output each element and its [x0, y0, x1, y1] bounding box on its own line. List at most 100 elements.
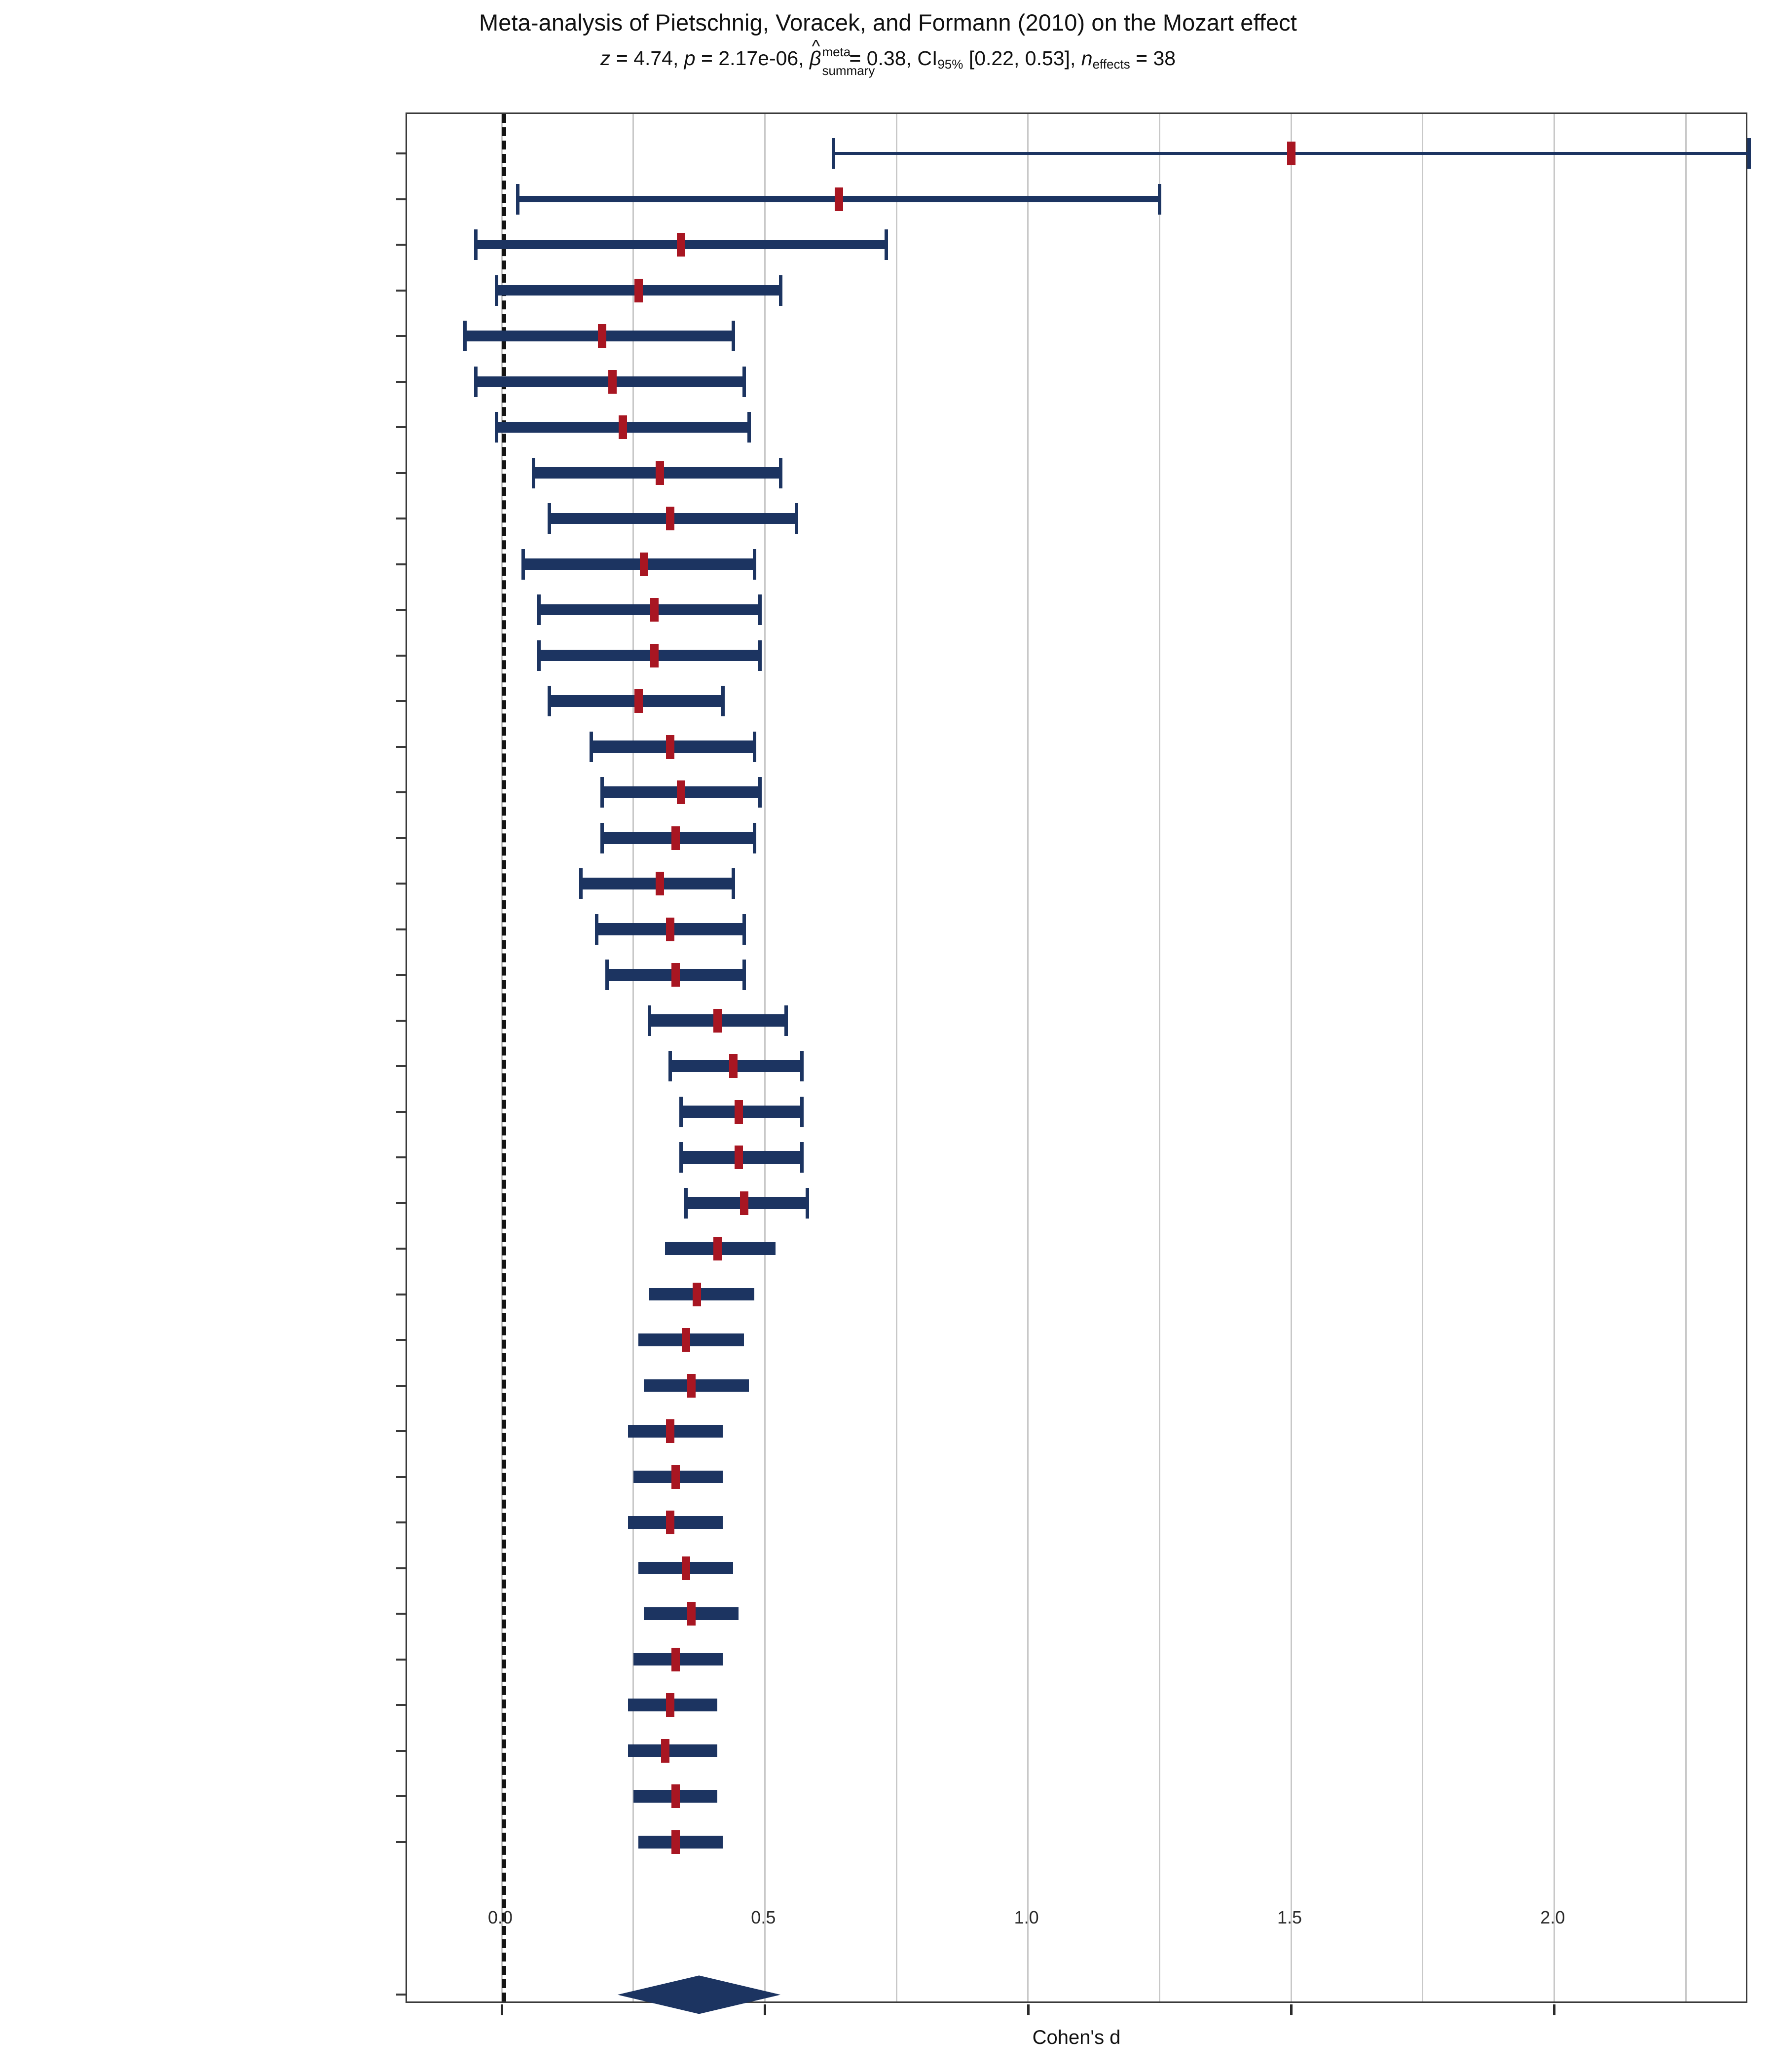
ci-value: [0.22, 0.53]: [968, 47, 1070, 70]
n-label: n: [1081, 47, 1093, 70]
effect-size-point: [692, 1282, 701, 1306]
ci-lower-cap: [516, 184, 519, 215]
y-axis-tick: [396, 1795, 407, 1797]
ci-lower-cap: [605, 960, 609, 990]
effect-size-point: [671, 826, 680, 850]
x-axis-tick: [764, 2004, 767, 2015]
effect-size-point: [666, 735, 675, 759]
confidence-interval-bar: [628, 1516, 723, 1529]
effect-size-point: [597, 324, 606, 348]
zero-reference-line: [502, 114, 506, 2001]
effect-size-point: [671, 1647, 680, 1671]
effect-size-point: [634, 689, 643, 713]
p-label: p: [684, 47, 696, 70]
ci-lower-cap: [679, 1142, 683, 1173]
confidence-interval-bar: [628, 1425, 723, 1438]
y-axis-tick: [396, 1658, 407, 1661]
y-axis-tick: [396, 1293, 407, 1295]
ci-lower-cap: [548, 503, 551, 534]
x-axis-tick-label: 0.0: [487, 1907, 513, 1927]
y-axis-tick: [396, 472, 407, 474]
ci-upper-cap: [732, 868, 736, 899]
confidence-interval-bar: [538, 604, 760, 616]
y-axis-tick: [396, 883, 407, 885]
y-axis-tick: [396, 791, 407, 793]
ci-upper-cap: [742, 366, 746, 397]
y-axis-tick: [396, 1430, 407, 1432]
y-axis-tick-summary: [396, 1994, 407, 1996]
effect-size-point: [735, 1100, 743, 1124]
ci-lower-cap: [548, 686, 551, 716]
confidence-interval-bar: [538, 650, 760, 661]
y-axis-tick: [396, 152, 407, 154]
forest-plot-panel: [396, 112, 1751, 2015]
ci-lower-cap: [521, 549, 525, 580]
y-axis-tick: [396, 335, 407, 337]
y-axis-tick: [396, 837, 407, 839]
ci-lower-cap: [679, 1096, 683, 1127]
effect-size-point: [666, 1419, 675, 1443]
grid-line: [1027, 114, 1029, 2001]
y-axis-tick: [396, 1248, 407, 1250]
effect-size-point: [666, 507, 675, 530]
effect-size-point: [640, 552, 648, 576]
y-axis-tick: [396, 1019, 407, 1022]
ci-subscript: 95%: [937, 57, 963, 72]
effect-size-point: [656, 872, 664, 895]
ci-upper-cap: [721, 686, 725, 716]
ci-upper-cap: [758, 640, 762, 671]
ci-upper-cap: [747, 412, 751, 443]
y-axis-tick: [396, 289, 407, 292]
ci-upper-cap: [742, 960, 746, 990]
y-axis-tick: [396, 1704, 407, 1706]
y-axis-tick: [396, 1841, 407, 1843]
z-value: 4.74: [633, 47, 673, 70]
effect-size-point: [676, 233, 685, 257]
effect-size-point: [650, 598, 659, 622]
beta-summary-symbol: ^ β meta summary: [810, 36, 875, 78]
effect-size-point: [687, 1602, 696, 1626]
y-axis-tick: [396, 1567, 407, 1569]
grid-line: [1158, 114, 1160, 2001]
ci-upper-cap: [758, 777, 762, 808]
effect-size-point: [687, 1373, 696, 1398]
y-axis-tick: [396, 518, 407, 519]
beta-subscript: summary: [822, 63, 875, 78]
y-axis-tick: [396, 928, 407, 930]
effect-size-point: [619, 415, 628, 439]
grid-line: [632, 114, 634, 2001]
y-axis-tick: [396, 974, 407, 976]
ci-upper-cap: [742, 914, 746, 945]
ci-lower-cap: [595, 914, 598, 945]
ci-lower-cap: [474, 229, 478, 260]
y-axis-tick: [396, 745, 407, 748]
p-value: 2.17e-06: [718, 47, 799, 70]
ci-upper-cap: [800, 1096, 804, 1127]
confidence-interval-bar: [649, 1288, 754, 1301]
beta-glyph: β: [810, 47, 821, 70]
meta-statistics-subtitle: z = 4.74, p = 2.17e-06, ^ β meta summary = …: [600, 36, 1176, 78]
n-subscript: effects: [1092, 57, 1130, 72]
effect-size-point: [713, 1237, 722, 1260]
effect-size-point: [729, 1054, 738, 1078]
ci-lower-cap: [495, 412, 499, 443]
ci-label: CI: [917, 47, 938, 70]
y-axis-tick: [396, 1202, 407, 1204]
y-axis-tick: [396, 380, 407, 383]
x-axis-tick: [1553, 2004, 1556, 2015]
y-axis-tick: [396, 654, 407, 657]
x-axis-title: Cohen's d: [1032, 2027, 1121, 2048]
effect-size-point: [650, 643, 659, 667]
confidence-interval-bar: [644, 1379, 749, 1392]
page-title: Meta-analysis of Pietschnig, Voracek, an…: [479, 9, 1297, 36]
effect-size-point: [666, 917, 675, 941]
confidence-interval-bar: [522, 558, 754, 570]
y-axis-tick: [396, 1613, 407, 1615]
ci-upper-cap: [1747, 138, 1751, 169]
ci-lower-cap: [579, 868, 583, 899]
beta-superscript: meta: [822, 44, 851, 59]
y-axis-tick: [396, 1521, 407, 1523]
ci-lower-cap: [647, 1005, 651, 1036]
effect-size-point: [671, 963, 680, 987]
y-axis-tick: [396, 198, 407, 200]
